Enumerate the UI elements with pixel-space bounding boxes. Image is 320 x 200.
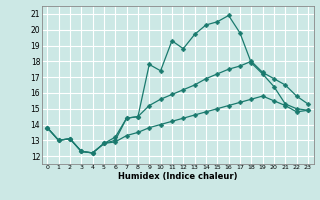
X-axis label: Humidex (Indice chaleur): Humidex (Indice chaleur) bbox=[118, 172, 237, 181]
